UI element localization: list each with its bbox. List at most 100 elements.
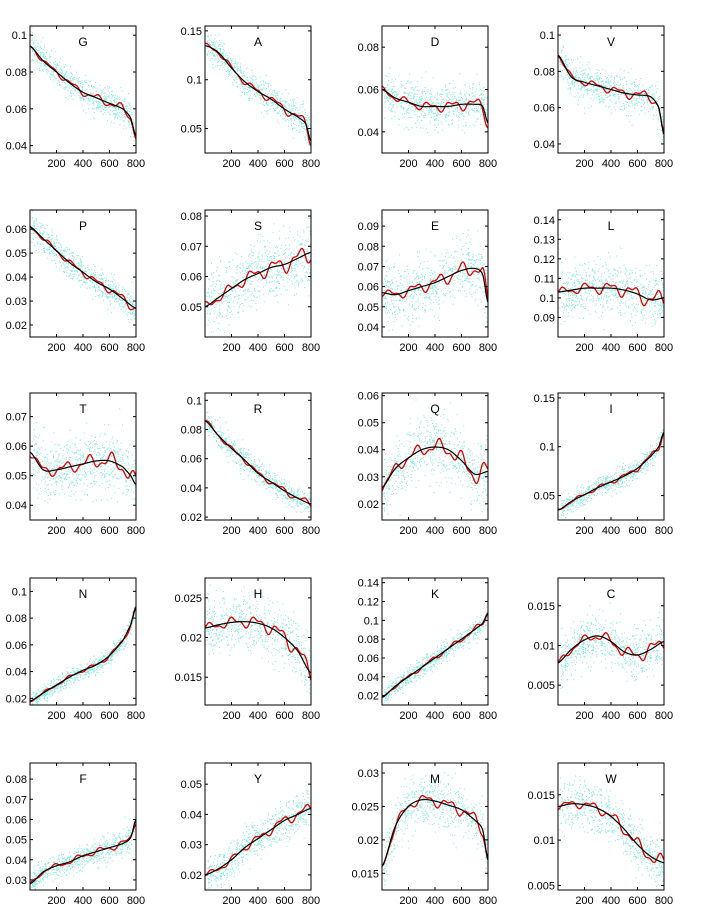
scatter-point — [120, 309, 122, 311]
scatter-point — [432, 77, 434, 79]
scatter-point — [590, 85, 592, 87]
scatter-point — [415, 317, 417, 319]
scatter-point — [80, 264, 82, 266]
scatter-point — [81, 279, 83, 281]
scatter-point — [112, 95, 114, 97]
scatter-point — [617, 94, 619, 96]
scatter-point — [254, 265, 256, 267]
scatter-point — [125, 308, 127, 310]
scatter-point — [249, 283, 251, 285]
scatter-point — [269, 277, 270, 279]
scatter-point — [437, 111, 439, 113]
scatter-point — [440, 89, 442, 91]
scatter-point — [466, 281, 468, 283]
scatter-point — [278, 280, 280, 282]
scatter-point — [269, 251, 271, 253]
scatter-point — [274, 274, 276, 276]
scatter-point — [386, 96, 388, 98]
scatter-point — [35, 228, 37, 230]
scatter-point — [248, 268, 250, 270]
scatter-point — [60, 71, 62, 73]
scatter-point — [451, 122, 453, 124]
scatter-point — [397, 97, 399, 99]
scatter-point — [389, 304, 391, 305]
scatter-point — [446, 100, 447, 102]
scatter-point — [271, 268, 273, 270]
scatter-point — [83, 99, 85, 101]
scatter-point — [49, 236, 51, 238]
scatter-point — [387, 100, 389, 102]
scatter-point — [294, 124, 296, 126]
scatter-point — [207, 292, 209, 294]
scatter-point — [564, 65, 566, 67]
scatter-point — [467, 270, 469, 272]
scatter-point — [268, 104, 270, 106]
scatter-point — [452, 80, 454, 82]
y-tick-label: 0.04 — [6, 141, 27, 153]
scatter-point — [56, 65, 58, 67]
scatter-point — [426, 96, 428, 98]
scatter-point — [409, 106, 411, 108]
scatter-point — [258, 88, 260, 90]
scatter-point — [276, 287, 277, 289]
scatter-point — [428, 281, 430, 283]
panel-title: A — [254, 35, 262, 49]
scatter-point — [110, 273, 112, 275]
scatter-point — [130, 319, 132, 321]
scatter-point — [438, 102, 440, 104]
scatter-point — [471, 108, 473, 110]
scatter-point — [49, 240, 51, 242]
scatter-point — [486, 103, 488, 105]
scatter-point — [208, 295, 210, 297]
scatter-point — [114, 108, 116, 110]
scatter-point — [43, 250, 45, 251]
scatter-point — [248, 288, 250, 290]
scatter-point — [483, 90, 485, 92]
scatter-point — [456, 114, 458, 116]
scatter-point — [661, 130, 662, 131]
scatter-point — [244, 299, 246, 301]
scatter-point — [259, 97, 261, 99]
scatter-point — [122, 117, 124, 119]
scatter-point — [424, 90, 426, 92]
scatter-point — [389, 103, 391, 105]
scatter-point — [86, 282, 88, 283]
scatter-point — [246, 268, 248, 269]
scatter-point — [236, 64, 238, 66]
scatter-point — [218, 327, 219, 329]
scatter-point — [104, 290, 105, 292]
scatter-point — [637, 85, 639, 87]
scatter-point — [58, 243, 60, 245]
scatter-point — [76, 258, 78, 260]
scatter-point — [481, 274, 483, 276]
scatter-point — [270, 99, 272, 101]
scatter-point — [124, 118, 126, 120]
scatter-point — [450, 281, 452, 283]
scatter-point — [626, 98, 628, 100]
scatter-point — [46, 233, 48, 235]
scatter-point — [426, 108, 428, 110]
scatter-point — [269, 242, 271, 244]
scatter-point — [304, 114, 306, 115]
scatter-point — [309, 231, 311, 232]
scatter-point — [237, 272, 239, 274]
scatter-point — [429, 93, 431, 95]
scatter-point — [247, 289, 249, 291]
scatter-point — [55, 239, 57, 241]
scatter-point — [270, 268, 271, 270]
scatter-point — [473, 259, 475, 261]
scatter-point — [220, 64, 222, 66]
scatter-point — [292, 137, 294, 139]
scatter-point — [44, 246, 46, 248]
scatter-point — [414, 92, 416, 94]
scatter-point — [619, 76, 621, 78]
scatter-point — [477, 304, 479, 306]
scatter-point — [104, 105, 106, 107]
scatter-point — [415, 99, 417, 101]
scatter-point — [242, 277, 244, 279]
scatter-point — [117, 95, 119, 97]
scatter-point — [215, 58, 217, 60]
scatter-point — [383, 282, 385, 284]
scatter-point — [68, 275, 70, 277]
scatter-point — [604, 85, 606, 87]
